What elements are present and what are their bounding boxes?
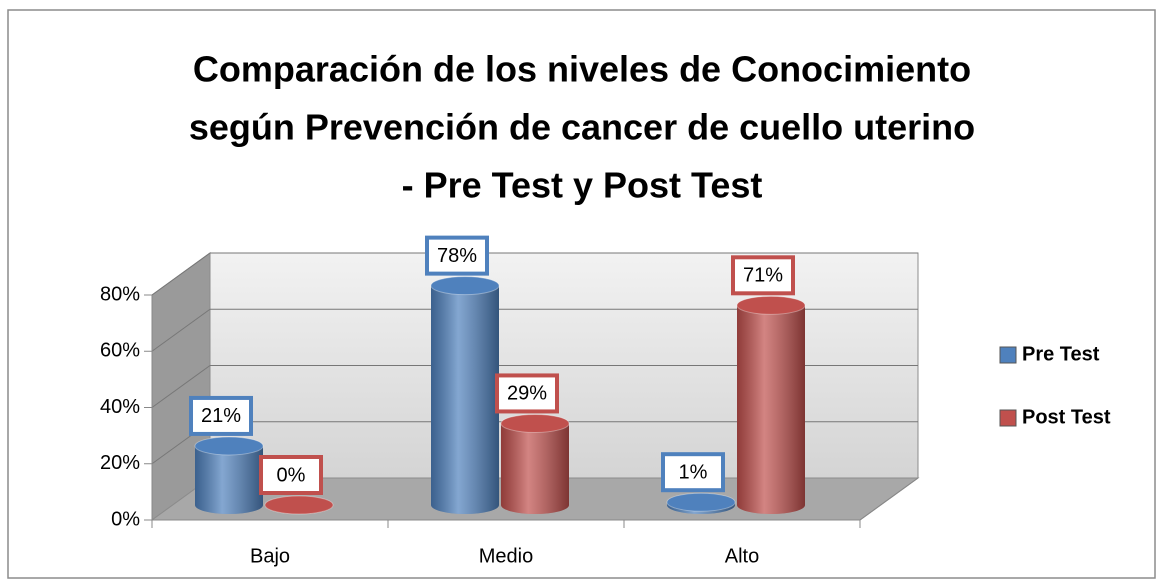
legend-swatch (999, 346, 1017, 364)
x-tick-label: Bajo (250, 545, 290, 567)
chart-title: según Prevención de cancer de cuello ute… (189, 107, 975, 148)
x-tick-label: Medio (479, 545, 533, 567)
legend-label: Pre Test (1022, 343, 1100, 365)
chart-title: Comparación de los niveles de Conocimien… (193, 49, 971, 90)
grid-line (151, 308, 211, 352)
bar-top (666, 492, 736, 512)
bar-top (500, 413, 570, 433)
value-label-box (731, 255, 795, 296)
bar-top (736, 295, 806, 315)
value-label: 78% (437, 245, 477, 267)
value-label-box (259, 455, 323, 495)
y-tick-label: 0% (111, 508, 140, 530)
bar-shading (501, 423, 569, 514)
y-tick-label: 60% (100, 340, 140, 362)
x-tick-label: Alto (725, 545, 759, 567)
grid-line (151, 252, 211, 296)
chart-title: - Pre Test y Post Test (402, 165, 763, 206)
floor-edge (859, 477, 919, 521)
bar-shading (431, 285, 499, 514)
value-label: 21% (201, 405, 241, 427)
value-label-box (189, 395, 253, 436)
legend-label: Post Test (1022, 406, 1111, 428)
bar-shading (195, 445, 263, 514)
value-label: 0% (277, 464, 306, 486)
bar-top (194, 436, 264, 456)
y-tick-label: 20% (100, 452, 140, 474)
bar-top (430, 276, 500, 296)
value-label-box (495, 373, 559, 414)
y-tick-label: 80% (100, 283, 140, 305)
legend-swatch (999, 409, 1017, 427)
y-tick-label: 40% (100, 396, 140, 418)
grid-line (151, 365, 211, 408)
value-label: 29% (507, 383, 547, 405)
value-label-box (425, 235, 489, 276)
bar-top (264, 495, 334, 515)
value-label-box (661, 452, 725, 493)
value-label: 1% (679, 461, 708, 483)
bar-shading (737, 305, 805, 514)
value-label: 71% (743, 265, 783, 287)
